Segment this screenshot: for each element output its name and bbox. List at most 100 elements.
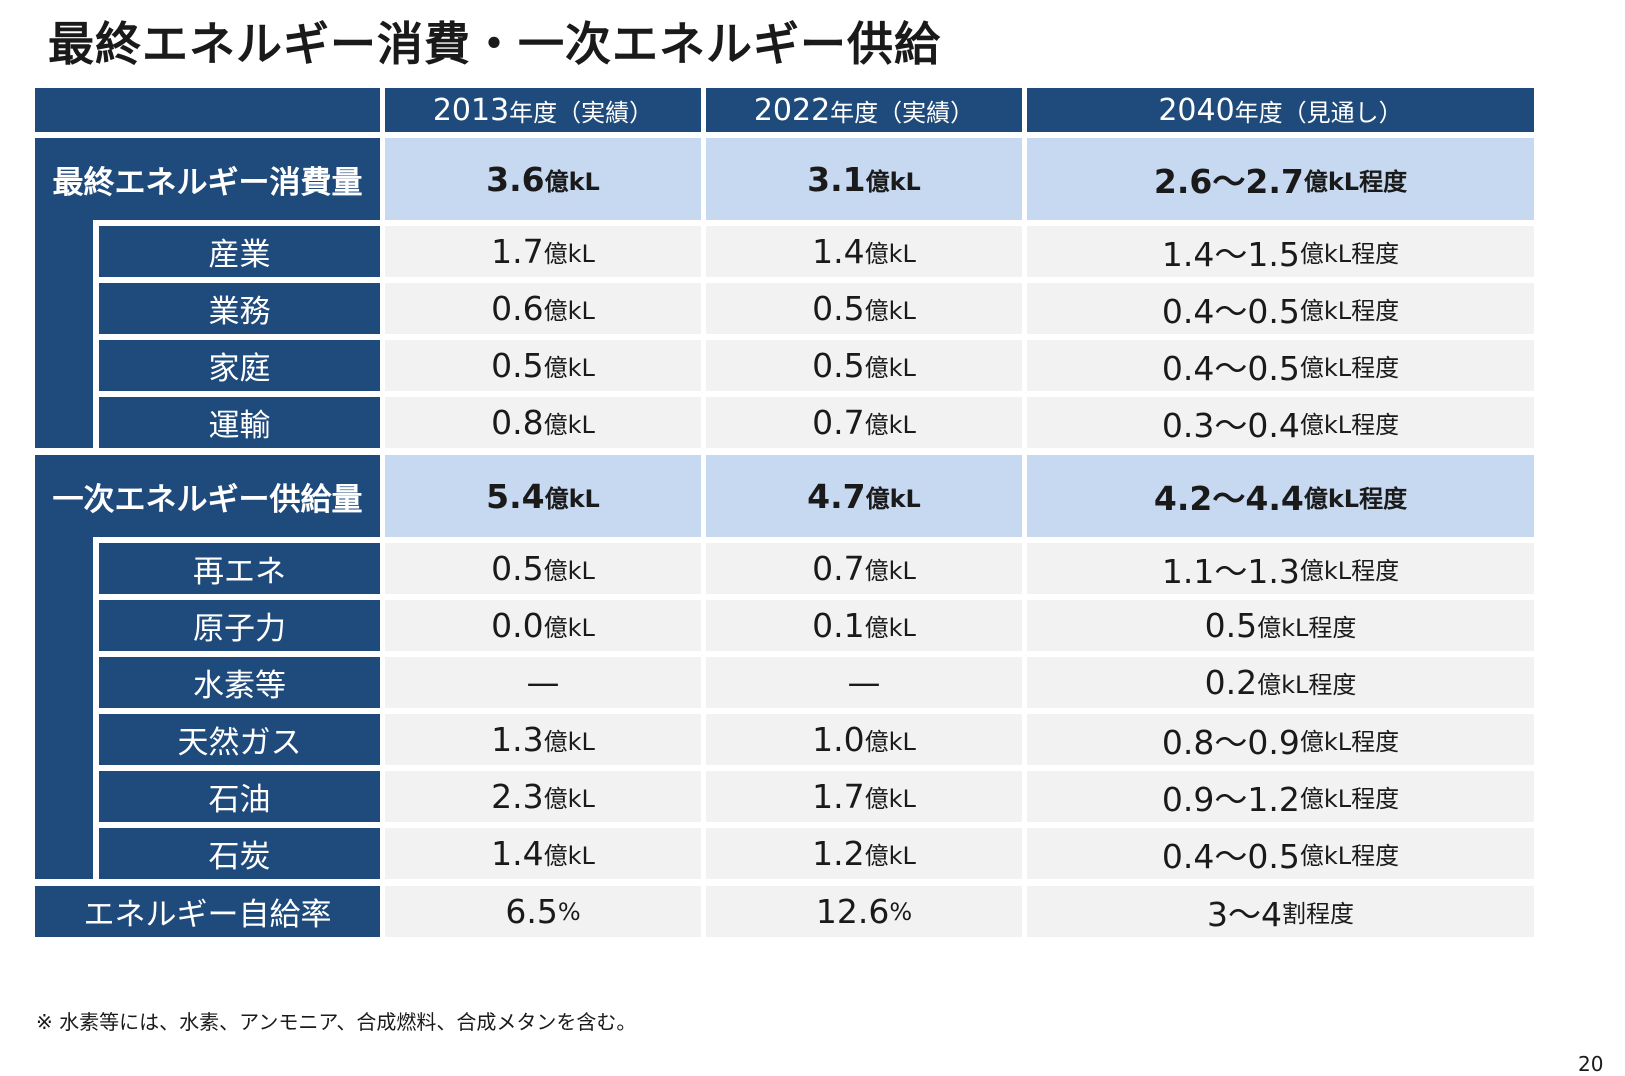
value-number: 1.4 (491, 834, 544, 873)
value-unit: 億kL程度 (1303, 167, 1408, 196)
value-unit: 割程度 (1282, 900, 1354, 928)
value-unit: 億kL (543, 785, 595, 813)
value-unit: 億kL (865, 484, 921, 513)
value-unit: 億kL程度 (1299, 842, 1400, 870)
value-number: 3.6 (486, 159, 545, 199)
value-number: 4.7 (807, 476, 866, 516)
primary_supply-row-cell: 1.2 億kL (706, 828, 1022, 879)
final_consumption-row-label: 運輸 (99, 397, 380, 448)
value-unit: 億kL (864, 842, 916, 870)
primary_supply-row-cell: 1.1〜1.3 億kL程度 (1027, 543, 1534, 594)
primary_supply-row-label: 石炭 (99, 828, 380, 879)
primary_supply-row-cell: — (706, 657, 1022, 708)
primary_supply-row-label-text: 再エネ (193, 554, 286, 590)
value-number: 0.5 (812, 346, 865, 385)
value-number: 0.8 (491, 403, 544, 442)
header-year-2022: 2022 年度（実績） (706, 88, 1022, 132)
final_consumption-row-cell: 0.5 億kL (706, 283, 1022, 334)
primary_supply-row-label: 石油 (99, 771, 380, 822)
value-unit: 億kL程度 (1299, 785, 1400, 813)
primary_supply-row-label-text: 石炭 (208, 839, 271, 875)
value-unit: 億kL (543, 614, 595, 642)
primary_supply-row-cell: 0.0 億kL (385, 600, 701, 651)
value-unit: 億kL (543, 354, 595, 382)
primary_supply-row-separator (99, 651, 380, 657)
value-unit: % (557, 897, 581, 926)
value-number: 0.0 (491, 606, 544, 645)
value-unit: 億kL (864, 557, 916, 585)
primary_supply-row-cell: 0.4〜0.5 億kL程度 (1027, 828, 1534, 879)
value-number: — (526, 663, 560, 702)
value-number: 1.4 (812, 232, 865, 271)
primary_supply-row-label: 水素等 (99, 657, 380, 708)
final_consumption-label-text: 最終エネルギー消費量 (52, 164, 363, 201)
self-sufficiency-cell: 3〜4 割程度 (1027, 886, 1534, 937)
value-number: 0.9〜1.2 (1161, 779, 1300, 819)
value-unit: 億kL (864, 354, 916, 382)
value-unit: 億kL (864, 297, 916, 325)
self-sufficiency-cell: 12.6% (706, 886, 1022, 937)
final_consumption-row-separator (99, 334, 380, 340)
primary_supply-row-cell: 0.9〜1.2 億kL程度 (1027, 771, 1534, 822)
value-unit: 億kL (544, 167, 600, 196)
value-number: 0.5 (812, 289, 865, 328)
header-year: 2040 (1158, 92, 1235, 128)
final_consumption-bracket-gap (93, 220, 99, 448)
primary_supply-row-label: 原子力 (99, 600, 380, 651)
value-unit: 億kL (543, 728, 595, 756)
value-number: 2.6〜2.7 (1153, 162, 1304, 201)
value-number: 0.5 (1204, 606, 1258, 645)
value-unit: 億kL程度 (1257, 671, 1357, 699)
primary_supply-row-cell: 2.3 億kL (385, 771, 701, 822)
primary_supply-row-cell: 0.5 億kL程度 (1027, 600, 1534, 651)
primary_supply-row-cell: 1.0 億kL (706, 714, 1022, 765)
final_consumption-row-label-text: 家庭 (208, 351, 271, 387)
value-number: 6.5 (505, 892, 558, 931)
value-unit: 億kL程度 (1299, 728, 1400, 756)
value-number: 1.1〜1.3 (1161, 551, 1300, 591)
header-year-2040: 2040 年度（見通し） (1027, 88, 1534, 132)
primary_supply-row-separator (99, 708, 380, 714)
value-number: 0.4〜0.5 (1161, 348, 1300, 388)
value-unit: 億kL (543, 297, 595, 325)
primary_supply-row-cell: 0.7 億kL (706, 543, 1022, 594)
primary_supply-total-cell: 5.4 億kL (385, 455, 701, 537)
value-number: 0.2 (1204, 663, 1258, 702)
value-number: 1.2 (812, 834, 865, 873)
value-number: 5.4 (486, 476, 545, 516)
value-number: 1.7 (812, 777, 865, 816)
header-year: 2022 (753, 92, 831, 128)
final_consumption-row-cell: 1.4〜1.5 億kL程度 (1027, 226, 1534, 277)
value-number: 12.6 (815, 892, 890, 931)
energy-table: 2013 年度（実績） 2022 年度（実績） 2040 年度（見通し） 最終エネルギー消費… (35, 88, 1534, 937)
value-number: 0.5 (491, 549, 544, 588)
footnote: ※ 水素等には、水素、アンモニア、合成燃料、合成メタンを含む。 (36, 1010, 637, 1034)
value-unit: 億kL (543, 240, 595, 268)
primary_supply-row-cell: 1.7 億kL (706, 771, 1022, 822)
value-unit: 億kL (543, 557, 595, 585)
primary_supply-row-cell: 1.4 億kL (385, 828, 701, 879)
self-sufficiency-label-text: エネルギー自給率 (83, 897, 332, 933)
value-number: 0.7 (812, 403, 865, 442)
value-unit: % (889, 897, 913, 926)
value-number: — (847, 663, 881, 702)
header-year: 2013 (432, 92, 510, 128)
primary_supply-label-text: 一次エネルギー供給量 (52, 481, 363, 518)
final_consumption-row-label: 家庭 (99, 340, 380, 391)
value-number: 3.1 (807, 159, 866, 199)
value-unit: 億kL程度 (1299, 557, 1400, 585)
header-year-2013: 2013 年度（実績） (385, 88, 701, 132)
value-number: 0.8〜0.9 (1161, 722, 1300, 762)
value-unit: 億kL (543, 411, 595, 439)
primary_supply-row-cell: 0.5 億kL (385, 543, 701, 594)
value-unit: 億kL (864, 240, 916, 268)
primary_supply-total-cell: 4.7 億kL (706, 455, 1022, 537)
value-number: 0.5 (491, 346, 544, 385)
header-corner (35, 88, 380, 132)
value-number: 1.4〜1.5 (1161, 234, 1300, 274)
primary_supply-row-label: 天然ガス (99, 714, 380, 765)
value-number: 2.3 (491, 777, 544, 816)
final_consumption-row-cell: 0.8 億kL (385, 397, 701, 448)
page-number: 20 (1578, 1052, 1604, 1076)
self-sufficiency-label: エネルギー自給率 (35, 886, 380, 937)
